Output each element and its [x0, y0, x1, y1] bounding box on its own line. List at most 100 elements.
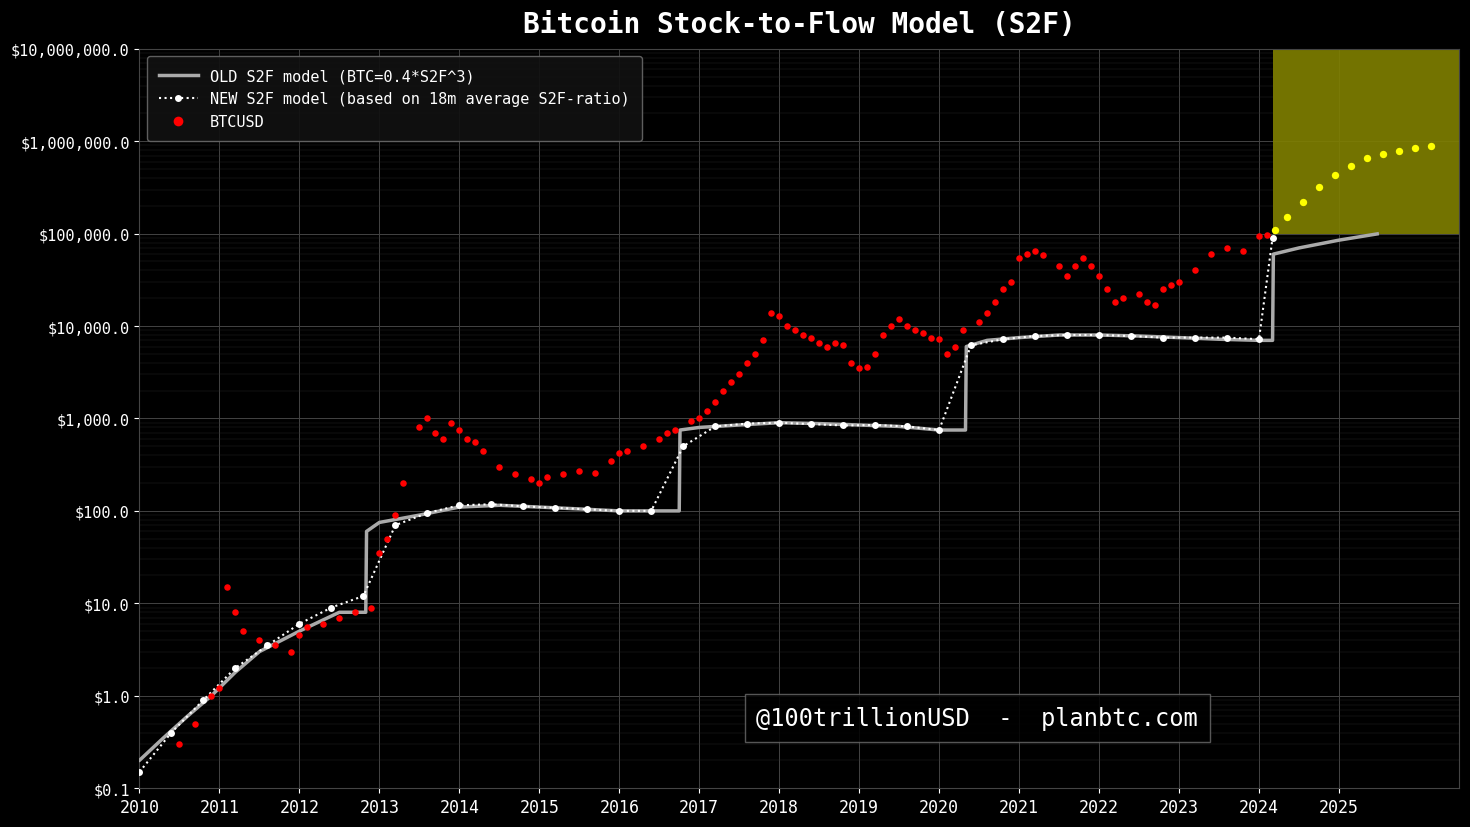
- Point: [184, 717, 207, 730]
- Point: [1072, 251, 1095, 265]
- Point: [719, 375, 742, 389]
- Point: [807, 337, 831, 351]
- Point: [1216, 242, 1239, 256]
- Point: [695, 405, 719, 418]
- Point: [1274, 212, 1298, 225]
- Point: [1079, 260, 1102, 273]
- Point: [216, 581, 240, 594]
- Point: [704, 396, 728, 409]
- Point: [928, 333, 951, 347]
- Point: [1291, 196, 1314, 209]
- Point: [247, 633, 270, 647]
- Point: [832, 339, 856, 352]
- Point: [791, 329, 814, 342]
- Point: [416, 413, 440, 426]
- Point: [1104, 296, 1127, 309]
- Point: [1167, 276, 1191, 289]
- Point: [1160, 279, 1183, 292]
- Point: [1055, 270, 1079, 283]
- Point: [423, 427, 447, 440]
- Point: [600, 455, 623, 468]
- Point: [711, 385, 735, 398]
- Point: [535, 471, 559, 485]
- Point: [328, 611, 351, 624]
- Point: [863, 348, 886, 361]
- Point: [440, 417, 463, 430]
- Point: [744, 348, 767, 361]
- Point: [504, 468, 528, 481]
- Point: [816, 341, 839, 354]
- Point: [935, 348, 958, 361]
- Point: [1355, 153, 1379, 166]
- Point: [967, 316, 991, 329]
- Text: @100trillionUSD  -  planbtc.com: @100trillionUSD - planbtc.com: [757, 706, 1198, 730]
- Title: Bitcoin Stock-to-Flow Model (S2F): Bitcoin Stock-to-Flow Model (S2F): [523, 11, 1076, 39]
- Point: [839, 356, 863, 370]
- Point: [991, 284, 1014, 297]
- Point: [760, 307, 784, 320]
- Point: [751, 334, 775, 347]
- Point: [223, 606, 247, 619]
- Point: [368, 547, 391, 560]
- Point: [904, 324, 928, 337]
- Point: [944, 341, 967, 354]
- Point: [528, 477, 551, 490]
- Point: [1183, 265, 1207, 278]
- Point: [1151, 284, 1175, 297]
- Point: [728, 368, 751, 381]
- Point: [407, 421, 431, 434]
- Point: [551, 468, 575, 481]
- Point: [983, 296, 1007, 309]
- Point: [200, 689, 223, 702]
- Legend: OLD S2F model (BTC=0.4*S2F^3), NEW S2F model (based on 18m average S2F-ratio), B: OLD S2F model (BTC=0.4*S2F^3), NEW S2F m…: [147, 57, 642, 142]
- Point: [1404, 142, 1427, 155]
- Point: [263, 639, 287, 653]
- Point: [919, 332, 942, 345]
- Point: [679, 414, 703, 428]
- Point: [1047, 260, 1070, 273]
- Point: [1388, 145, 1411, 158]
- Point: [1023, 245, 1047, 258]
- Point: [784, 324, 807, 337]
- Point: [1088, 270, 1111, 283]
- Point: [951, 324, 975, 337]
- Point: [647, 433, 670, 446]
- Point: [1372, 148, 1395, 161]
- Point: [975, 307, 998, 320]
- Point: [879, 320, 903, 333]
- Point: [447, 424, 470, 437]
- Point: [800, 332, 823, 345]
- Point: [632, 440, 656, 453]
- Point: [1000, 276, 1023, 289]
- Point: [1095, 284, 1119, 297]
- Point: [376, 533, 400, 546]
- Point: [872, 329, 895, 342]
- Point: [847, 362, 870, 375]
- Point: [1016, 248, 1039, 261]
- Point: [584, 466, 607, 480]
- Point: [1200, 248, 1223, 261]
- Point: [1127, 289, 1151, 302]
- Point: [856, 361, 879, 375]
- Point: [391, 477, 415, 490]
- Point: [1032, 250, 1055, 263]
- Point: [288, 629, 312, 643]
- Point: [607, 447, 631, 461]
- Point: [295, 621, 319, 634]
- Point: [472, 444, 495, 457]
- Point: [567, 465, 591, 478]
- Point: [616, 444, 639, 457]
- Point: [1063, 260, 1086, 273]
- Point: [1135, 296, 1158, 309]
- Point: [279, 645, 303, 658]
- Point: [344, 606, 368, 619]
- Point: [207, 682, 231, 696]
- Point: [823, 337, 847, 351]
- Point: [519, 473, 542, 486]
- Point: [1007, 251, 1030, 265]
- Point: [432, 433, 456, 446]
- Point: [384, 509, 407, 522]
- Point: [888, 313, 911, 326]
- Point: [1255, 229, 1279, 242]
- Point: [360, 601, 384, 614]
